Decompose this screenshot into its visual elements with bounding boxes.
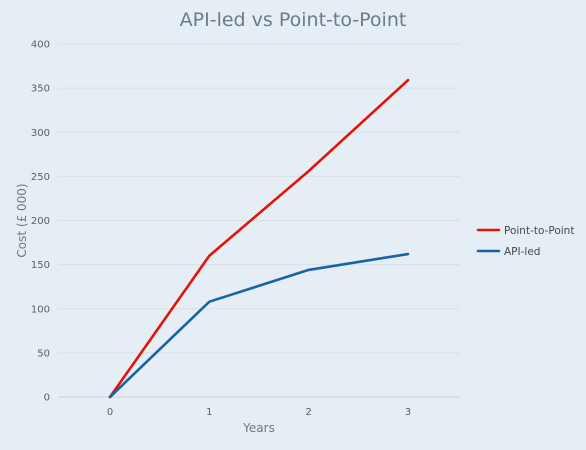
legend-label: API-led [504, 246, 540, 258]
y-tick-label: 50 [37, 348, 50, 359]
y-tick-label: 300 [31, 128, 50, 139]
x-tick-label: 3 [405, 407, 411, 418]
y-axis-ticks: 0 50 100 150 200 250 300 350 400 [31, 40, 50, 404]
y-tick-label: 100 [31, 304, 50, 315]
series-line-point-to-point [108, 78, 410, 399]
x-tick-label: 1 [206, 407, 212, 418]
x-axis-ticks: 0 1 2 3 [107, 407, 411, 418]
y-tick-label: 150 [31, 260, 50, 271]
x-axis-label: Years [242, 421, 275, 435]
legend-label: Point-to-Point [504, 225, 574, 237]
y-tick-label: 350 [31, 84, 50, 95]
series-line-api-led [108, 252, 410, 399]
y-tick-label: 250 [31, 172, 50, 183]
x-tick-label: 0 [107, 407, 113, 418]
series-lines [108, 78, 410, 399]
y-tick-label: 400 [31, 40, 50, 51]
legend: Point-to-Point API-led [476, 225, 574, 258]
y-tick-label: 0 [44, 393, 50, 404]
y-axis-label: Cost (£ 000) [15, 183, 29, 257]
y-tick-label: 200 [31, 216, 50, 227]
x-tick-label: 2 [305, 407, 311, 418]
gridlines [58, 43, 460, 398]
chart-title: API-led vs Point-to-Point [179, 9, 407, 31]
